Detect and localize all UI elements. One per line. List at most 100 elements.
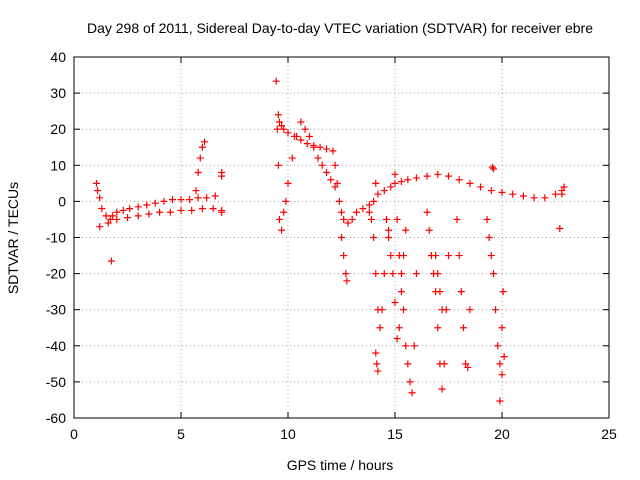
data-point xyxy=(92,179,100,187)
data-point xyxy=(387,183,395,191)
data-point xyxy=(274,111,282,119)
data-point xyxy=(402,342,410,350)
data-point xyxy=(498,188,506,196)
data-points xyxy=(92,77,568,405)
data-point xyxy=(211,192,219,200)
data-point xyxy=(519,192,527,200)
data-point xyxy=(453,215,461,223)
data-point xyxy=(391,298,399,306)
data-point xyxy=(373,360,381,368)
data-point xyxy=(393,215,401,223)
data-point xyxy=(425,226,433,234)
data-point xyxy=(367,215,375,223)
data-point xyxy=(297,136,305,144)
data-point xyxy=(477,183,485,191)
data-point xyxy=(440,360,448,368)
data-point xyxy=(119,206,127,214)
data-point xyxy=(489,270,497,278)
data-point xyxy=(552,190,559,198)
data-point xyxy=(496,397,504,405)
data-point xyxy=(380,187,388,195)
data-point xyxy=(201,138,209,146)
data-point xyxy=(485,234,493,241)
data-point xyxy=(338,208,345,216)
data-point xyxy=(348,215,356,223)
data-point xyxy=(404,176,412,184)
data-point xyxy=(113,215,121,223)
data-point xyxy=(96,194,104,202)
data-point xyxy=(331,183,339,191)
data-point xyxy=(280,125,288,133)
data-point xyxy=(395,324,403,332)
data-point xyxy=(109,212,117,220)
data-point xyxy=(406,378,414,386)
data-point xyxy=(402,226,410,234)
data-point xyxy=(203,194,211,202)
data-point xyxy=(359,205,367,213)
data-point xyxy=(558,190,566,198)
data-point xyxy=(494,342,502,350)
data-point xyxy=(436,288,444,296)
data-point xyxy=(318,161,326,169)
data-point xyxy=(94,187,102,195)
data-point xyxy=(455,176,463,184)
data-point xyxy=(397,178,405,186)
x-tick-label: 0 xyxy=(70,426,78,442)
data-point xyxy=(340,215,348,223)
data-point xyxy=(338,234,345,241)
data-point xyxy=(218,169,226,177)
data-point xyxy=(385,226,393,234)
y-tick-label: -30 xyxy=(46,302,66,318)
data-point xyxy=(143,201,151,209)
data-point xyxy=(457,288,465,296)
data-point xyxy=(104,219,112,227)
data-point xyxy=(382,215,390,223)
data-point xyxy=(177,206,185,214)
data-point xyxy=(151,199,159,207)
data-point xyxy=(372,349,380,357)
y-tick-label: -20 xyxy=(46,266,66,282)
data-point xyxy=(459,324,467,332)
data-point xyxy=(500,353,508,361)
y-tick-label: 20 xyxy=(50,121,66,137)
data-point xyxy=(113,208,121,216)
data-point xyxy=(370,234,378,241)
data-point xyxy=(329,147,337,155)
axis-ticks xyxy=(73,56,610,419)
data-point xyxy=(400,306,408,314)
data-point xyxy=(378,306,386,314)
data-point xyxy=(209,205,217,213)
data-point xyxy=(404,360,412,368)
data-point xyxy=(438,385,446,393)
data-point xyxy=(365,201,373,209)
data-point xyxy=(432,252,440,260)
y-tick-label: -50 xyxy=(46,374,66,390)
data-point xyxy=(272,77,280,85)
data-point xyxy=(530,194,538,202)
data-point xyxy=(314,154,322,162)
data-point xyxy=(374,190,382,198)
data-point xyxy=(455,252,463,260)
data-point xyxy=(168,196,176,204)
data-point xyxy=(499,288,507,296)
y-tick-label: 40 xyxy=(50,49,66,65)
data-point xyxy=(194,194,202,202)
data-point xyxy=(376,324,384,332)
data-point xyxy=(483,215,491,223)
data-point xyxy=(370,197,378,205)
data-point xyxy=(438,306,446,314)
data-point xyxy=(96,223,104,231)
x-tick-label: 15 xyxy=(387,426,403,442)
data-point xyxy=(177,196,185,204)
data-point xyxy=(342,270,350,278)
data-point xyxy=(333,179,341,187)
data-point xyxy=(445,252,452,260)
data-point xyxy=(98,205,106,213)
data-point xyxy=(423,208,431,216)
data-point xyxy=(327,176,335,184)
data-point xyxy=(340,252,348,260)
data-point xyxy=(323,145,331,153)
data-point xyxy=(556,224,564,232)
data-point xyxy=(310,141,318,149)
